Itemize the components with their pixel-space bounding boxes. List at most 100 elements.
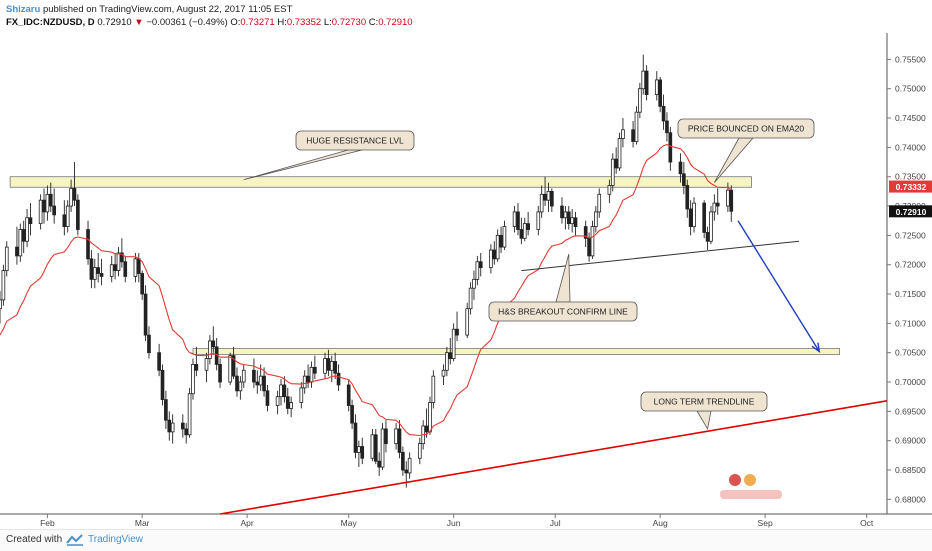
tradingview-brand-link[interactable]: TradingView (88, 534, 144, 545)
candle-body (441, 369, 446, 377)
candle-body (563, 211, 568, 219)
projection-arrow-head-icon (811, 342, 821, 354)
candle-body (309, 366, 314, 383)
candle-body (326, 358, 331, 371)
candle-body (323, 358, 327, 374)
candle-body (120, 252, 124, 263)
price-badge-black (889, 205, 932, 218)
price-tick-label: 0.73500 (895, 172, 926, 182)
candle-body (512, 211, 517, 227)
candle-body (255, 381, 260, 386)
candle-body (238, 381, 243, 392)
candle-body (583, 226, 588, 239)
candle-body (302, 375, 307, 389)
callout-box (488, 301, 638, 322)
last-price: 0.72910 (97, 17, 132, 28)
candle-body (164, 399, 168, 421)
candle-body (566, 211, 571, 225)
candle-body (543, 193, 547, 201)
candle-body (709, 211, 713, 242)
candle-body (228, 355, 233, 383)
price-chart[interactable]: 0.68000 0.68500 0.69000 0.69500 0.70000 0.705… (0, 0, 932, 528)
callout-hs-breakout: H&S BREAKOUT CONFIRM LINE (488, 254, 638, 322)
candle-body (502, 226, 507, 248)
candle-body (333, 361, 337, 374)
candle-body (167, 419, 172, 433)
candle-body (644, 70, 649, 95)
candle-body (140, 273, 145, 295)
symbol-name[interactable]: FX_IDC:NZDUSD, D (6, 17, 95, 28)
callout-pointer (696, 410, 712, 431)
author-name[interactable]: Shizaru (6, 4, 41, 15)
candle-body (475, 261, 480, 280)
candle-body (445, 352, 449, 371)
price-tick-label: 0.74500 (895, 113, 926, 123)
candle-body (346, 384, 351, 406)
candle-body (587, 237, 591, 257)
candle-body (407, 457, 412, 474)
candle-body (299, 387, 304, 403)
publish-text: published on TradingView.com, August 22,… (42, 4, 293, 15)
candle-body (536, 211, 541, 230)
candle-body (489, 249, 493, 269)
time-tick-label: Apr (241, 518, 254, 528)
candle-body (25, 217, 29, 242)
candle-body (204, 358, 209, 371)
callout-pointer (713, 137, 754, 183)
candle-body (313, 366, 317, 374)
candle-body (211, 340, 216, 348)
candle-body (658, 79, 662, 107)
candle-body (394, 428, 398, 445)
candle-body (455, 328, 459, 336)
candle-body (184, 428, 189, 436)
high-label: H: (277, 17, 287, 28)
time-tick-label: Feb (40, 518, 55, 528)
time-tick-label: Sep (758, 518, 773, 528)
candle-body (285, 396, 290, 409)
price-tick-label: 0.72000 (895, 260, 926, 270)
price-tick-label: 0.71500 (895, 289, 926, 299)
candle-body (404, 469, 409, 474)
candle-body (180, 422, 185, 430)
candle-body (157, 352, 161, 371)
candle-body (678, 161, 683, 175)
candle-body (289, 402, 293, 409)
candle-body (465, 308, 470, 336)
candle-body (231, 355, 236, 377)
open-label: O: (230, 17, 241, 28)
candle-body (42, 199, 46, 213)
close-value: 0.72910 (378, 17, 413, 28)
price-tick-label: 0.74000 (895, 142, 926, 152)
candle-body (258, 375, 263, 386)
candle-body (401, 452, 405, 471)
candle-body (499, 234, 503, 248)
price-tick-label: 0.68500 (895, 465, 926, 475)
candle-body (610, 158, 615, 186)
candle-body (109, 264, 114, 277)
candle-body (397, 428, 402, 453)
candle-body (550, 190, 554, 207)
candle-body (539, 193, 544, 213)
candle-body (279, 384, 283, 398)
candle-body (702, 202, 707, 233)
candle-body (235, 375, 239, 392)
candle-body (147, 334, 151, 354)
price-tick-label: 0.72500 (895, 230, 926, 240)
ema20-line (0, 143, 732, 437)
candle-body (729, 189, 734, 212)
price-tick-label: 0.69500 (895, 406, 926, 416)
candle-body (160, 369, 165, 401)
candle-body (712, 202, 717, 213)
price-tick-label: 0.69000 (895, 436, 926, 446)
candle-body (726, 189, 730, 207)
event-flag-icon (744, 474, 756, 486)
low-value: 0.72730 (331, 17, 367, 28)
tradingview-logo-icon (66, 534, 83, 546)
candle-body (451, 328, 456, 359)
candle-body (45, 193, 50, 213)
candle-body (76, 199, 80, 230)
candle-body (431, 375, 436, 403)
candle-body (170, 422, 175, 433)
time-tick-label: Mar (135, 518, 150, 528)
candle-body (478, 261, 483, 269)
